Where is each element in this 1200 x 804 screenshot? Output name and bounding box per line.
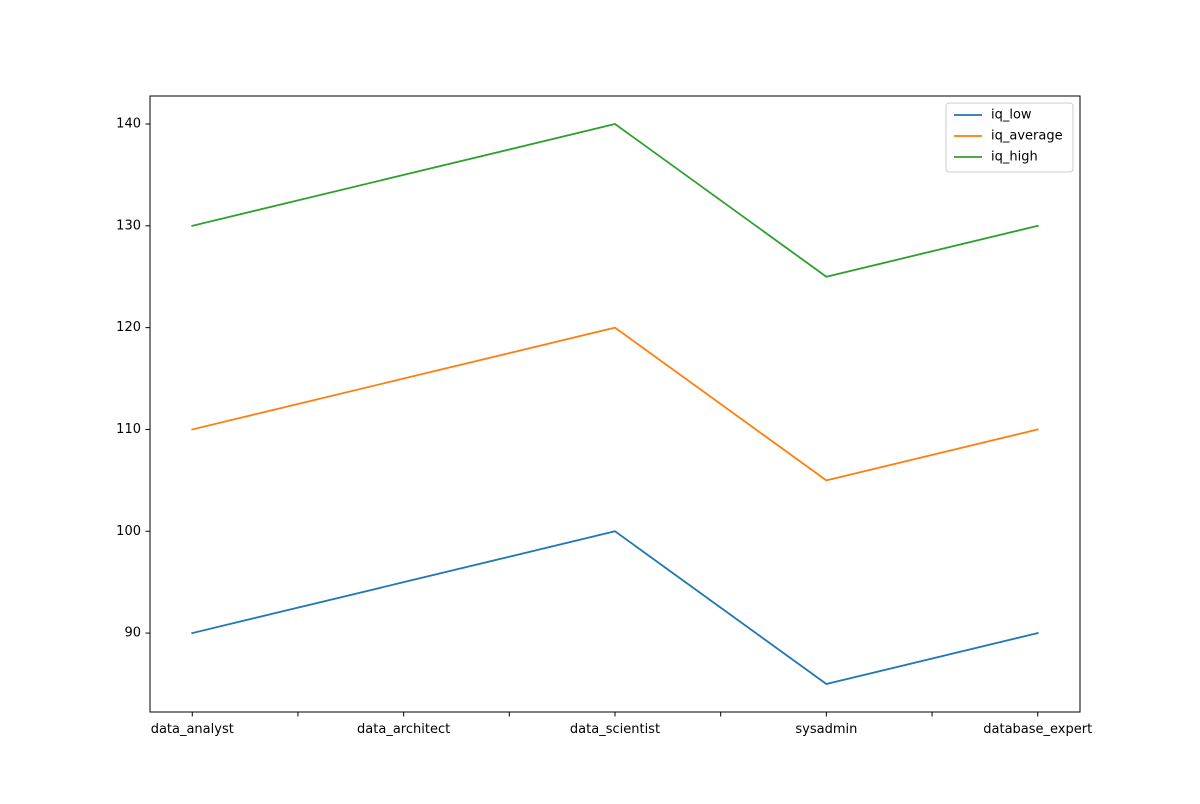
y-tick-label: 140 (116, 117, 141, 132)
x-tick-label: data_architect (357, 722, 450, 737)
y-tick-label: 100 (116, 524, 141, 539)
x-tick-label: data_analyst (151, 722, 234, 737)
x-tick-label: database_expert (983, 722, 1092, 737)
plot-frame (149, 95, 1081, 713)
y-tick-label: 90 (124, 626, 141, 641)
x-tick-label: sysadmin (795, 722, 857, 737)
y-tick-label: 110 (116, 422, 141, 437)
x-axis: data_analyst data_architect data_scientist… (151, 712, 1092, 737)
legend-label-iq_high: iq_high (991, 150, 1038, 165)
legend-label-iq_low: iq_low (991, 108, 1032, 123)
series-line-iq_average (191, 326, 1039, 482)
series-layer (191, 123, 1039, 685)
y-axis: 90 100 110 120 130 140 (116, 117, 150, 641)
series-line-iq_high (191, 123, 1039, 278)
x-tick-label: data_scientist (570, 722, 660, 737)
y-tick-label: 130 (116, 218, 141, 233)
legend-label-iq_average: iq_average (991, 129, 1063, 144)
y-tick-label: 120 (116, 320, 141, 335)
legend: iq_low iq_average iq_high (945, 102, 1074, 173)
legend-box (945, 102, 1074, 173)
series-line-iq_low (191, 530, 1039, 685)
